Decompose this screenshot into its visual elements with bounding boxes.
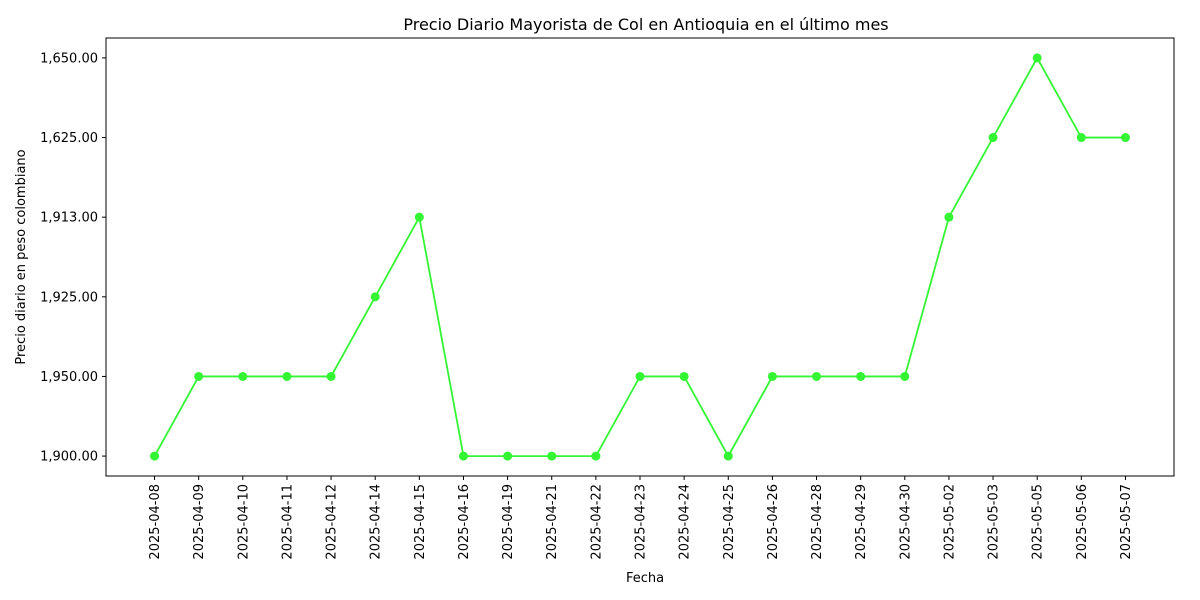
point xyxy=(150,451,160,461)
x-tick-label: 2025-04-29 xyxy=(854,484,869,560)
y-tick-label: 1,913.00 xyxy=(40,211,98,226)
y-tick-label: 1,625.00 xyxy=(40,131,98,146)
x-tick-label: 2025-04-08 xyxy=(148,484,163,560)
x-tick-label: 2025-04-30 xyxy=(898,484,913,560)
point xyxy=(370,292,380,302)
x-tick-label: 2025-04-21 xyxy=(545,484,560,560)
point xyxy=(194,371,204,381)
point xyxy=(988,133,998,143)
x-tick-label: 2025-04-15 xyxy=(413,484,428,560)
x-tick-label: 2025-05-05 xyxy=(1031,484,1046,560)
x-tick-label: 2025-04-24 xyxy=(678,484,693,560)
point xyxy=(503,451,513,461)
point xyxy=(767,371,777,381)
y-tick-label: 1,900.00 xyxy=(40,450,98,465)
x-tick-label: 2025-04-16 xyxy=(457,484,472,560)
point xyxy=(812,371,822,381)
point xyxy=(591,451,601,461)
point xyxy=(944,212,954,222)
x-tick-label: 2025-04-25 xyxy=(722,484,737,560)
x-tick-label: 2025-05-02 xyxy=(942,484,957,560)
y-tick-label: 1,650.00 xyxy=(40,51,98,66)
point xyxy=(856,371,866,381)
point xyxy=(1032,53,1042,63)
x-tick-label: 2025-05-06 xyxy=(1075,484,1090,560)
x-axis-label: Fecha xyxy=(626,571,664,586)
chart-title: Precio Diario Mayorista de Col en Antioq… xyxy=(403,15,888,34)
x-tick-label: 2025-04-11 xyxy=(280,484,295,560)
x-tick-label: 2025-05-07 xyxy=(1119,484,1134,560)
point xyxy=(547,451,557,461)
point xyxy=(458,451,468,461)
y-axis-label: Precio diario en peso colombiano xyxy=(14,149,29,364)
x-tick-label: 2025-04-19 xyxy=(501,484,516,560)
x-tick-label: 2025-05-03 xyxy=(987,484,1002,560)
point xyxy=(900,371,910,381)
point xyxy=(679,371,689,381)
x-tick-label: 2025-04-12 xyxy=(325,484,340,560)
point xyxy=(326,371,336,381)
point xyxy=(282,371,292,381)
x-tick-label: 2025-04-23 xyxy=(634,484,649,560)
x-tick-label: 2025-04-28 xyxy=(810,484,825,560)
point xyxy=(1076,133,1086,143)
x-tick-label: 2025-04-14 xyxy=(369,484,384,560)
x-tick-label: 2025-04-22 xyxy=(589,484,604,560)
x-tick-label: 2025-04-10 xyxy=(236,484,251,560)
x-tick-label: 2025-04-26 xyxy=(766,484,781,560)
y-tick-label: 1,950.00 xyxy=(40,370,98,385)
x-tick-label: 2025-04-09 xyxy=(192,484,207,560)
point xyxy=(635,371,645,381)
point xyxy=(414,212,424,222)
point xyxy=(723,451,733,461)
point xyxy=(238,371,248,381)
point xyxy=(1120,133,1130,143)
y-tick-label: 1,925.00 xyxy=(40,290,98,305)
